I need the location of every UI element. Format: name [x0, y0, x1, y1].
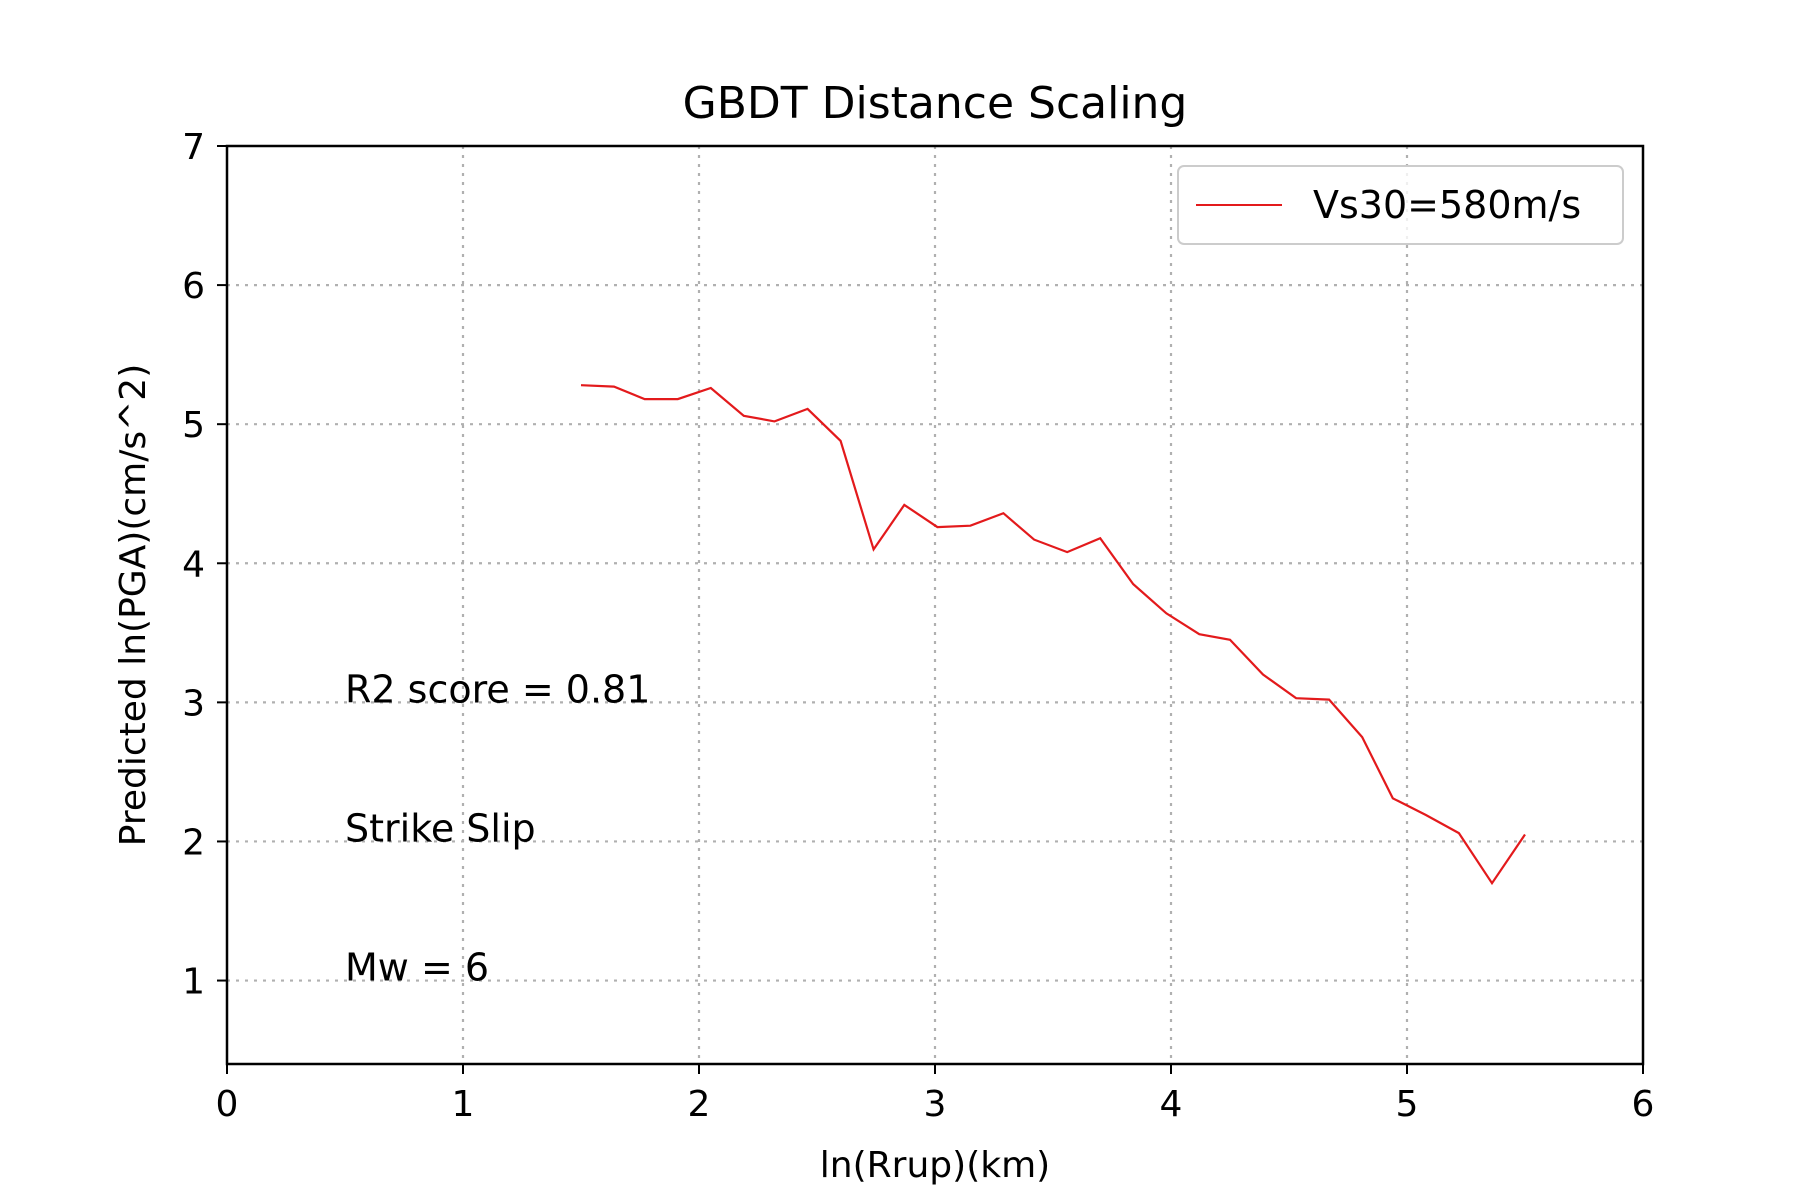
y-axis-label: Predicted ln(PGA)(cm/s^2) — [113, 364, 154, 846]
x-tick-label: 3 — [924, 1084, 947, 1125]
y-tick-label: 3 — [182, 683, 205, 724]
x-axis-label: ln(Rrup)(km) — [820, 1145, 1050, 1186]
x-tick-label: 1 — [452, 1084, 475, 1125]
grid — [227, 146, 1643, 1064]
annotation-magnitude: Mw = 6 — [345, 946, 489, 990]
x-tick-label: 6 — [1632, 1084, 1655, 1125]
legend: Vs30=580m/s — [1177, 165, 1624, 245]
y-tick-label: 5 — [182, 405, 205, 446]
x-tick-label: 4 — [1160, 1084, 1183, 1125]
y-tick-label: 1 — [182, 962, 205, 1003]
y-tick-label: 6 — [182, 266, 205, 307]
series-layer — [580, 384, 1526, 886]
axis-ticks: 0 1 2 3 4 5 6 1 2 3 4 5 6 7 — [182, 127, 1654, 1125]
y-tick-label: 2 — [182, 822, 205, 863]
y-tick-label: 4 — [182, 544, 205, 585]
annotation-r2-score: R2 score = 0.81 — [345, 667, 650, 711]
series-line — [580, 384, 1526, 886]
annotation-fault-type: Strike Slip — [345, 806, 536, 850]
x-tick-label: 5 — [1396, 1084, 1419, 1125]
legend-box — [1177, 165, 1624, 245]
y-tick-label: 7 — [182, 127, 205, 168]
x-tick-label: 2 — [688, 1084, 711, 1125]
annotations: R2 score = 0.81 Strike Slip Mw = 6 — [345, 667, 650, 989]
x-tick-label: 0 — [216, 1084, 239, 1125]
legend-label: Vs30=580m/s — [1313, 183, 1581, 227]
chart-title: GBDT Distance Scaling — [683, 78, 1188, 129]
